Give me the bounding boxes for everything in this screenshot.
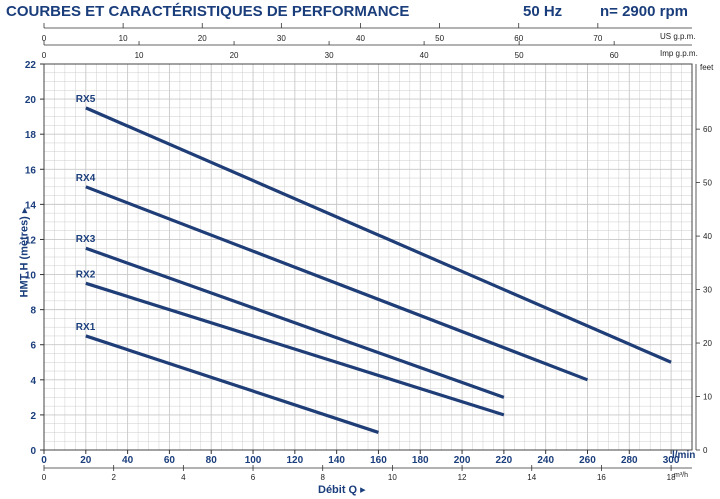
x-tick-label: 120 xyxy=(286,455,303,466)
m3h-tick-label: 8 xyxy=(320,473,325,482)
x-tick-label: 20 xyxy=(80,455,92,466)
feet-tick-label: 20 xyxy=(703,339,712,348)
imp-gpm-tick-label: 0 xyxy=(42,51,47,60)
series-line-rx5 xyxy=(85,106,672,364)
feet-tick-label: 0 xyxy=(703,446,708,455)
m3h-tick-label: 10 xyxy=(388,473,397,482)
feet-tick-label: 10 xyxy=(703,393,712,402)
series-label-rx3: RX3 xyxy=(76,234,96,245)
m3h-tick-label: 4 xyxy=(181,473,186,482)
m3h-tick-label: 2 xyxy=(111,473,116,482)
m3h-tick-label: 16 xyxy=(597,473,606,482)
m3h-tick-label: 12 xyxy=(458,473,467,482)
y-axis-label: HMT H (mètres) ▸ xyxy=(18,207,31,298)
x-tick-label: 160 xyxy=(370,455,387,466)
x-tick-label: 220 xyxy=(496,455,513,466)
y-tick-label: 12 xyxy=(25,235,37,246)
us-gpm-axis-label: US g.p.m. xyxy=(660,32,696,41)
y-tick-label: 8 xyxy=(30,306,36,317)
y-tick-label: 16 xyxy=(25,165,37,176)
series-label-rx2: RX2 xyxy=(76,269,96,280)
y-tick-label: 20 xyxy=(25,95,37,106)
feet-tick-label: 40 xyxy=(703,232,712,241)
x-tick-label: 60 xyxy=(164,455,176,466)
y-tick-label: 2 xyxy=(30,411,36,422)
feet-tick-label: 50 xyxy=(703,179,712,188)
us-gpm-tick-label: 40 xyxy=(356,34,365,43)
m3h-tick-label: 14 xyxy=(527,473,536,482)
series-line-rx2 xyxy=(85,281,505,417)
x-tick-label: 0 xyxy=(41,455,47,466)
m3h-tick-label: 0 xyxy=(42,473,47,482)
x-axis-label: Débit Q ▸ xyxy=(318,484,366,496)
us-gpm-tick-label: 70 xyxy=(593,34,602,43)
series-label-rx4: RX4 xyxy=(76,173,96,184)
imp-gpm-axis-label: Imp g.p.m. xyxy=(660,49,698,58)
m3h-axis-label: m³/h xyxy=(674,472,688,479)
y-tick-label: 22 xyxy=(25,60,37,71)
series-line-rx3 xyxy=(85,246,505,399)
y-tick-label: 0 xyxy=(30,446,36,457)
us-gpm-tick-label: 0 xyxy=(42,34,47,43)
us-gpm-tick-label: 10 xyxy=(119,34,128,43)
x-axis-label-text: Débit Q xyxy=(318,484,358,496)
us-gpm-tick-label: 60 xyxy=(514,34,523,43)
feet-tick-label: 60 xyxy=(703,125,712,134)
lmin-axis-label: l/min xyxy=(672,450,696,461)
imp-gpm-tick-label: 50 xyxy=(515,51,524,60)
x-tick-label: 80 xyxy=(206,455,218,466)
us-gpm-tick-label: 20 xyxy=(198,34,207,43)
series-label-rx1: RX1 xyxy=(76,322,96,333)
x-tick-label: 140 xyxy=(328,455,345,466)
speed-label: n= 2900 rpm xyxy=(600,3,688,20)
y-tick-label: 4 xyxy=(30,376,36,387)
m3h-tick-label: 6 xyxy=(251,473,256,482)
feet-axis-label: feet xyxy=(700,63,714,72)
imp-gpm-tick-label: 10 xyxy=(135,51,144,60)
chart-title: COURBES ET CARACTÉRISTIQUES DE PERFORMAN… xyxy=(6,3,410,20)
x-tick-label: 200 xyxy=(454,455,471,466)
imp-gpm-tick-label: 20 xyxy=(230,51,239,60)
y-tick-label: 10 xyxy=(25,271,37,282)
feet-tick-label: 30 xyxy=(703,286,712,295)
series-line-rx1 xyxy=(85,334,379,434)
imp-gpm-tick-label: 40 xyxy=(420,51,429,60)
m3h-tick-label: 18 xyxy=(667,473,676,482)
us-gpm-tick-label: 30 xyxy=(277,34,286,43)
frequency-label: 50 Hz xyxy=(523,3,563,20)
series-line-rx4 xyxy=(85,185,589,382)
y-tick-label: 18 xyxy=(25,130,37,141)
x-tick-label: 240 xyxy=(537,455,554,466)
us-gpm-tick-label: 50 xyxy=(435,34,444,43)
series-label-rx5: RX5 xyxy=(76,94,96,105)
y-tick-label: 14 xyxy=(25,200,37,211)
plot-frame xyxy=(43,63,693,451)
x-tick-label: 100 xyxy=(245,455,262,466)
x-tick-label: 260 xyxy=(579,455,596,466)
y-axis-label-text: HMT H (mètres) xyxy=(18,216,31,298)
imp-gpm-tick-label: 30 xyxy=(325,51,334,60)
y-tick-label: 6 xyxy=(30,341,36,352)
x-tick-label: 40 xyxy=(122,455,134,466)
imp-gpm-tick-label: 60 xyxy=(610,51,619,60)
x-tick-label: 280 xyxy=(621,455,638,466)
x-tick-label: 180 xyxy=(412,455,429,466)
x-tick-label: 300 xyxy=(663,455,680,466)
